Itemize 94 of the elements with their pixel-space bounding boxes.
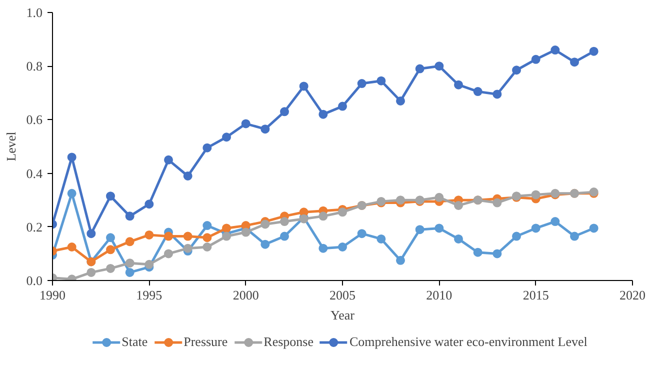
point [396, 196, 405, 205]
x-tick-label: 2010 [426, 288, 452, 302]
point [454, 200, 463, 210]
point [260, 240, 270, 249]
x-tick-label: 2020 [620, 288, 646, 302]
legend-label: State [122, 334, 148, 350]
x-tick-label: 2000 [232, 288, 259, 302]
point [338, 102, 347, 111]
point [106, 233, 115, 242]
point [241, 119, 250, 128]
point [454, 80, 463, 90]
point [67, 242, 76, 252]
point [183, 232, 192, 241]
point [434, 224, 444, 233]
x-tick-label: 2015 [522, 288, 549, 302]
point [202, 221, 212, 230]
point [183, 171, 192, 180]
point [318, 110, 328, 119]
point [241, 228, 250, 237]
point [492, 249, 502, 258]
y-tick-label: 0.2 [26, 219, 42, 234]
point [531, 224, 540, 233]
x-axis-title: Year [330, 308, 356, 322]
point [144, 230, 154, 240]
point [67, 152, 76, 162]
point [492, 90, 502, 99]
point [357, 229, 366, 238]
point [125, 237, 134, 246]
point [570, 58, 579, 67]
point [202, 242, 212, 252]
point [570, 232, 579, 241]
point [550, 46, 560, 55]
point [164, 249, 173, 258]
point [531, 54, 540, 64]
point [202, 143, 212, 152]
point [396, 256, 405, 265]
point [280, 107, 289, 116]
point [125, 268, 134, 277]
y-tick-label: 1.0 [26, 5, 42, 20]
point [164, 232, 173, 241]
point [222, 232, 231, 241]
legend-label: Response [264, 334, 314, 350]
point [183, 244, 192, 253]
legend-label: Pressure [184, 334, 228, 350]
point [260, 124, 270, 134]
point [144, 200, 154, 209]
point [86, 229, 96, 238]
point [106, 264, 115, 273]
point [434, 62, 444, 71]
point [86, 268, 96, 277]
point [222, 224, 231, 233]
y-axis-title: Level [3, 131, 18, 162]
x-tick-label: 2005 [330, 288, 356, 302]
y-tick-label: 0.8 [26, 58, 42, 74]
y-tick-label: 0.4 [26, 166, 43, 181]
x-tick-label: 1995 [136, 288, 162, 302]
point [512, 66, 521, 75]
point [260, 220, 270, 229]
point [338, 242, 347, 252]
point [396, 96, 405, 106]
point [106, 245, 115, 254]
point [512, 232, 521, 241]
point [125, 212, 134, 221]
point [280, 232, 289, 241]
point [415, 64, 424, 74]
point [202, 233, 212, 242]
point [415, 225, 424, 234]
point [318, 244, 328, 253]
point [454, 234, 463, 244]
y-tick-label: 0.6 [26, 112, 43, 128]
point [589, 46, 598, 56]
point [144, 260, 154, 269]
point [492, 198, 502, 208]
point [222, 132, 231, 142]
point [473, 248, 482, 257]
point [280, 217, 289, 226]
legend-label: Comprehensive water eco-environment Level [350, 334, 588, 350]
point [164, 155, 173, 164]
point [67, 188, 76, 198]
point [589, 224, 598, 233]
point [531, 190, 540, 200]
x-tick-label: 1990 [40, 288, 66, 302]
y-tick-label: 0.0 [26, 273, 42, 288]
point [338, 208, 347, 217]
point [299, 82, 308, 91]
point [473, 87, 482, 96]
point [434, 192, 444, 202]
point [125, 258, 134, 268]
point [550, 217, 560, 226]
point [376, 234, 386, 244]
point [376, 76, 386, 86]
point [106, 192, 115, 201]
point [357, 79, 366, 88]
point [318, 212, 328, 221]
